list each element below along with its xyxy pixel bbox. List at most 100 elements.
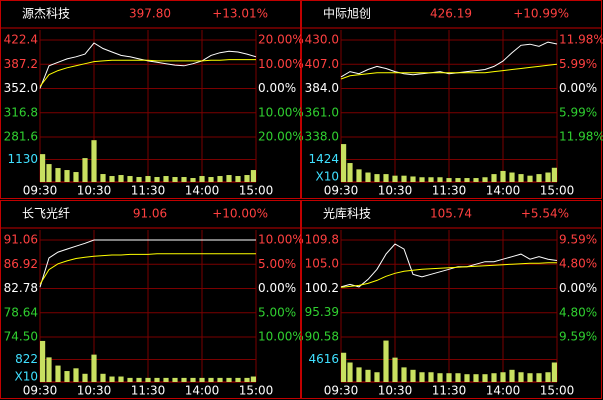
y2-tick-label: 20.00%: [258, 130, 304, 144]
y2-tick-label: 10.00%: [258, 105, 304, 119]
average-line: [39, 253, 256, 285]
panel-border: [301, 0, 602, 199]
volume-bar: [154, 377, 160, 382]
volume-unit: X10: [316, 170, 340, 184]
stock-name: 源杰科技: [22, 7, 70, 21]
volume-bar: [172, 377, 178, 382]
stock-panel: 光库科技 105.74 +5.54% 109.8 105.0 100.2 95.39 90.5…: [301, 200, 602, 399]
stock-change: +5.54%: [521, 207, 569, 221]
volume-bar: [235, 377, 241, 382]
volume-bar: [482, 374, 488, 382]
volume-bar: [551, 362, 557, 382]
volume-bar: [163, 377, 169, 382]
volume-bar: [545, 372, 551, 382]
y-tick-label: 407.0: [305, 57, 339, 71]
volume-bar: [437, 177, 443, 182]
volume-bar: [383, 340, 389, 382]
volume-bar: [91, 354, 97, 382]
y-tick-label: 316.8: [4, 105, 38, 119]
stock-name: 长飞光纤: [22, 207, 70, 221]
y-tick-label: 387.2: [4, 57, 38, 71]
stock-panel: 源杰科技 397.80 +13.01% 422.4 387.2 352.0 316.8 281…: [0, 0, 304, 199]
volume-bar: [172, 177, 178, 182]
volume-bar: [419, 372, 425, 382]
volume-bar: [527, 373, 533, 382]
y2-tick-label: 0.00%: [559, 81, 597, 95]
x-tick-label: 09:30: [23, 184, 58, 198]
x-tick-label: 14:00: [486, 384, 521, 398]
stock-change: +10.99%: [513, 7, 569, 21]
y2-tick-label: 0.00%: [559, 281, 597, 295]
volume-bar: [509, 172, 515, 182]
volume-bar: [64, 371, 70, 382]
volume-bar: [356, 367, 362, 382]
y2-tick-label: 0.00%: [258, 81, 296, 95]
x-tick-label: 10:30: [77, 184, 112, 198]
volume-bar: [374, 174, 380, 182]
volume-unit: X10: [15, 370, 39, 384]
y2-tick-label: 0.00%: [258, 281, 296, 295]
volume-bar: [181, 177, 187, 182]
volume-bar: [82, 158, 88, 182]
volume-bar: [127, 377, 133, 382]
x-tick-label: 10:30: [77, 384, 112, 398]
volume-bar: [509, 369, 515, 382]
y-tick-label: 78.64: [4, 305, 38, 319]
volume-bar: [109, 176, 115, 182]
volume-bar: [244, 377, 250, 382]
y-tick-label: 384.0: [305, 81, 339, 95]
y-tick-label: 100.2: [305, 281, 339, 295]
volume-bar: [40, 154, 46, 182]
x-tick-label: 15:00: [239, 184, 274, 198]
volume-tick-label: 822: [15, 352, 38, 366]
volume-bar: [365, 369, 371, 382]
volume-bar: [55, 168, 61, 182]
y-tick-label: 86.92: [4, 257, 38, 271]
volume-bar: [127, 176, 133, 182]
x-tick-label: 15:00: [239, 384, 274, 398]
volume-bar: [82, 373, 88, 382]
volume-bar: [473, 374, 479, 382]
volume-bar: [208, 177, 214, 182]
volume-bar: [217, 377, 223, 382]
y-tick-label: 422.4: [4, 33, 38, 47]
x-tick-label: 11:30: [131, 184, 166, 198]
stock-price: 105.74: [430, 207, 472, 221]
volume-bar: [527, 175, 533, 182]
y2-tick-label: 5.99%: [559, 57, 597, 71]
x-tick-label: 14:00: [185, 184, 220, 198]
volume-bar: [244, 175, 250, 182]
volume-bar: [500, 170, 506, 182]
stock-panel: 中际旭创 426.19 +10.99% 430.0 407.0 384.0 361.0 338…: [301, 0, 603, 199]
volume-bar: [199, 377, 205, 382]
volume-bar: [91, 140, 97, 182]
x-tick-label: 11:30: [432, 384, 467, 398]
volume-bar: [64, 170, 70, 182]
y2-tick-label: 20.00%: [258, 33, 304, 47]
volume-bar: [55, 365, 61, 382]
volume-bar: [428, 177, 434, 182]
y-tick-label: 105.0: [305, 257, 339, 271]
volume-bar: [250, 170, 256, 182]
volume-bar: [518, 372, 524, 382]
y-tick-label: 338.0: [305, 130, 339, 144]
volume-bar: [437, 373, 443, 382]
y-tick-label: 430.0: [305, 33, 339, 47]
volume-bar: [226, 377, 232, 382]
x-tick-label: 10:30: [378, 384, 413, 398]
stock-price: 426.19: [430, 7, 472, 21]
volume-bar: [181, 377, 187, 382]
y2-tick-label: 10.00%: [258, 330, 304, 344]
volume-bar: [392, 175, 398, 182]
volume-bar: [401, 367, 407, 382]
price-line: [39, 42, 257, 89]
stock-name: 中际旭创: [323, 6, 371, 21]
volume-bar: [100, 174, 106, 182]
y-tick-label: 281.6: [4, 130, 38, 144]
volume-bar: [208, 377, 214, 382]
stock-panel: 长飞光纤 91.06 +10.00% 91.06 86.92 82.78 78.64 74.5…: [0, 200, 304, 399]
volume-bar: [40, 340, 46, 382]
x-tick-label: 09:30: [23, 384, 58, 398]
volume-bar: [374, 372, 380, 382]
price-line: [39, 239, 256, 288]
